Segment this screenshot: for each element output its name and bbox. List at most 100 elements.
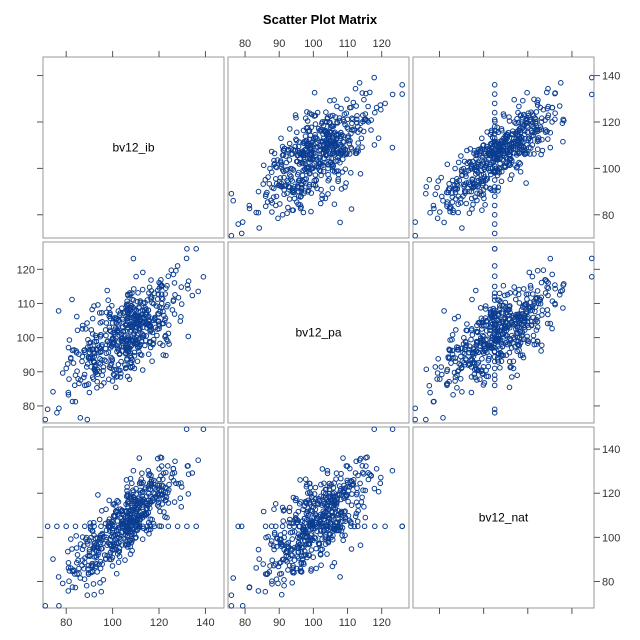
point-1-0-521 <box>54 410 60 416</box>
point-1-0-442 <box>95 342 101 348</box>
point-1-0-388 <box>123 364 129 371</box>
point-0-2-356 <box>474 151 480 158</box>
point-1-0-531 <box>128 310 134 317</box>
point-0-1-533 <box>337 135 344 141</box>
point-2-0-482 <box>178 480 184 486</box>
point-2-0-483 <box>108 533 115 540</box>
point-1-0-269 <box>79 322 86 329</box>
point-1-2-156 <box>479 332 486 339</box>
point-0-1-426 <box>298 193 304 200</box>
point-0-1-531 <box>334 147 341 153</box>
point-2-0-132 <box>124 488 130 494</box>
point-1-0-393 <box>131 286 137 292</box>
point-1-2-88 <box>528 285 534 291</box>
point-1-0-328 <box>106 376 112 383</box>
point-2-1-514 <box>300 523 307 529</box>
point-2-1-430 <box>342 516 349 522</box>
point-0-2-512 <box>489 187 495 194</box>
point-2-0-526 <box>98 523 104 530</box>
point-0-2-474 <box>521 128 528 134</box>
point-1-2-472 <box>509 320 515 327</box>
point-0-1-367 <box>246 202 253 209</box>
point-2-0-355 <box>92 543 98 549</box>
point-1-0-128 <box>185 278 192 285</box>
point-2-0-404 <box>116 540 122 547</box>
point-0-1-402 <box>294 129 300 136</box>
point-0-2-209 <box>531 96 537 103</box>
point-2-0-440 <box>129 547 135 554</box>
point-2-1-147 <box>371 485 378 492</box>
point-1-2-535 <box>491 290 498 297</box>
point-2-1-106 <box>291 557 298 564</box>
point-1-2-114 <box>552 282 558 288</box>
point-0-1-347 <box>255 209 262 216</box>
point-2-1-523 <box>273 523 279 530</box>
point-1-2-11 <box>500 282 507 289</box>
point-0-2-360 <box>536 137 542 144</box>
point-2-0-384 <box>93 544 99 551</box>
point-1-2-440 <box>467 357 474 363</box>
point-2-1-46 <box>255 546 262 553</box>
point-0-2-521 <box>491 221 498 227</box>
point-0-2-432 <box>537 124 544 130</box>
point-2-0-335 <box>153 494 160 500</box>
point-2-1-260 <box>319 502 325 508</box>
point-1-2-406 <box>465 362 472 369</box>
point-2-1-302 <box>338 496 344 503</box>
point-0-1-296 <box>356 80 363 86</box>
point-0-2-447 <box>449 177 456 184</box>
point-1-0-402 <box>145 351 152 358</box>
point-2-1-479 <box>300 527 307 533</box>
point-1-2-389 <box>486 353 493 360</box>
point-2-0-206 <box>99 545 105 552</box>
point-1-2-518 <box>511 334 517 341</box>
point-0-2-114 <box>552 90 558 97</box>
point-0-1-270 <box>314 185 320 192</box>
point-2-1-18 <box>362 487 369 494</box>
point-0-2-398 <box>480 142 487 148</box>
point-0-2-346 <box>449 194 456 200</box>
point-2-0-114 <box>184 463 191 469</box>
point-1-2-364 <box>504 307 510 313</box>
point-2-1-503 <box>301 553 307 559</box>
point-1-0-520 <box>44 406 51 413</box>
point-0-2-395 <box>527 145 534 151</box>
point-2-1-512 <box>305 526 312 532</box>
point-1-0-512 <box>87 339 94 346</box>
point-2-1-372 <box>325 538 331 545</box>
point-1-2-77 <box>520 354 527 361</box>
point-2-0-489 <box>120 510 126 516</box>
point-0-2-159 <box>487 165 494 172</box>
point-2-1-429 <box>239 603 246 609</box>
point-0-2-510 <box>539 136 545 143</box>
point-1-2-151 <box>534 324 541 330</box>
point-2-0-352 <box>76 570 82 577</box>
point-1-0-323 <box>89 315 96 322</box>
point-1-2-304 <box>487 327 493 334</box>
point-2-0-126 <box>59 580 66 587</box>
point-1-0-502 <box>128 303 134 309</box>
point-0-2-71 <box>561 117 567 124</box>
point-1-2-447 <box>449 332 456 338</box>
point-2-1-500 <box>319 512 326 519</box>
point-0-1-315 <box>306 184 313 190</box>
point-2-0-340 <box>68 536 74 542</box>
point-2-1-395 <box>341 487 347 494</box>
point-2-1-340 <box>289 536 296 542</box>
point-2-0-286 <box>124 484 130 490</box>
point-1-2-493 <box>452 355 459 361</box>
point-1-2-349 <box>479 326 485 332</box>
point-0-1-209 <box>344 96 350 103</box>
point-0-2-367 <box>430 202 437 209</box>
point-1-2-282 <box>547 320 554 327</box>
point-0-2-183 <box>423 190 429 197</box>
point-1-0-377 <box>155 291 161 297</box>
point-2-1-462 <box>329 514 335 521</box>
point-2-1-485 <box>340 537 347 544</box>
point-1-0-217 <box>109 357 116 364</box>
point-0-1-331 <box>324 114 331 121</box>
point-2-0-30 <box>76 565 82 572</box>
point-0-1-142 <box>319 195 326 202</box>
point-1-2-258 <box>455 344 462 351</box>
point-0-2-206 <box>469 176 476 182</box>
